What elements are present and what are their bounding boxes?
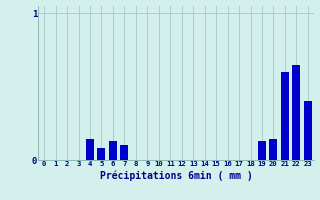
X-axis label: Précipitations 6min ( mm ): Précipitations 6min ( mm ) xyxy=(100,170,252,181)
Bar xyxy=(86,139,94,160)
Bar xyxy=(109,141,117,160)
Bar xyxy=(292,65,300,160)
Bar xyxy=(304,101,312,160)
Bar xyxy=(281,72,289,160)
Bar xyxy=(120,145,128,160)
Bar xyxy=(258,141,266,160)
Bar xyxy=(98,148,106,160)
Bar xyxy=(269,139,277,160)
